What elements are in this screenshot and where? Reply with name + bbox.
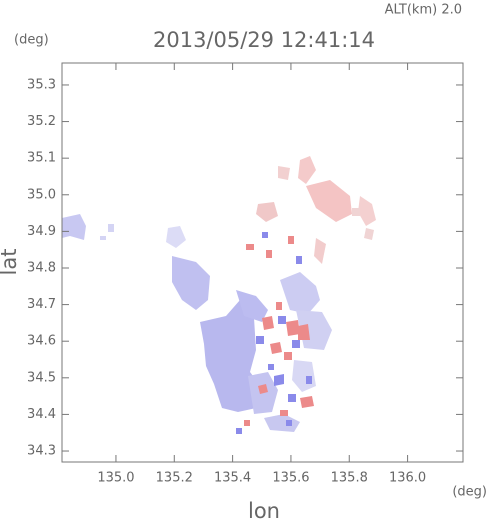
y-tick-label: 34.6 <box>27 334 56 349</box>
y-tick-label: 35.0 <box>27 187 56 202</box>
y-tick-label: 34.3 <box>27 444 56 459</box>
x-tick-label: 135.4 <box>214 471 251 486</box>
x-tick-label: 135.6 <box>272 471 309 486</box>
y-tick-label: 34.4 <box>27 407 56 422</box>
y-tick-label: 34.5 <box>27 370 56 385</box>
x-tick-label: 135.8 <box>331 471 368 486</box>
y-tick-label: 35.2 <box>27 114 56 129</box>
x-tick-label: 136.0 <box>389 471 426 486</box>
y-unit: (deg) <box>14 33 49 48</box>
y-tick-label: 34.9 <box>27 224 56 239</box>
y-axis-label: lat <box>0 249 21 276</box>
plot-frame <box>61 62 464 463</box>
x-tick-label: 135.2 <box>156 471 193 486</box>
y-tick-label: 34.8 <box>27 260 56 275</box>
x-unit: (deg) <box>452 485 487 500</box>
y-tick-label: 34.7 <box>27 297 56 312</box>
y-tick-label: 35.3 <box>27 77 56 92</box>
echo-field <box>62 156 376 432</box>
echo-speckle <box>236 232 314 434</box>
x-tick-label: 135.0 <box>97 471 134 486</box>
chart-subtitle: ALT(km) 2.0 <box>385 3 462 18</box>
y-tick-label: 35.1 <box>27 151 56 166</box>
x-axis-label: lon <box>248 499 280 521</box>
chart-title: 2013/05/29 12:41:14 <box>153 28 375 52</box>
